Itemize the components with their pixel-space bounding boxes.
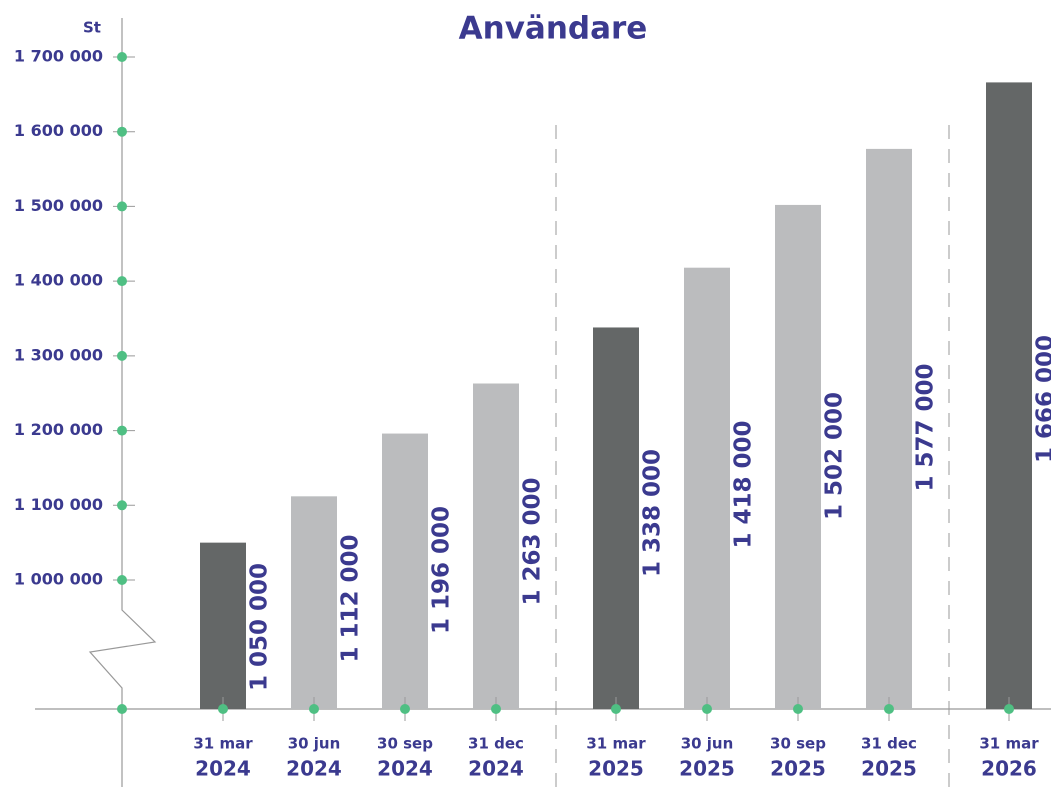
y-tick-label: 1 500 000 xyxy=(14,196,103,215)
x-dot xyxy=(491,704,501,714)
x-tick-label: 31 dec xyxy=(861,735,917,753)
axis-dot xyxy=(117,704,127,714)
x-dot xyxy=(611,704,621,714)
y-tick-label: 1 200 000 xyxy=(14,420,103,439)
y-tick-dot xyxy=(117,500,127,511)
bar xyxy=(684,267,730,709)
x-tick-label: 2024 xyxy=(377,757,433,781)
bar xyxy=(200,542,246,709)
value-label: 1 577 000 xyxy=(913,363,939,491)
x-tick-label: 2025 xyxy=(679,757,735,781)
bar xyxy=(866,148,912,710)
value-label: 1 050 000 xyxy=(247,563,273,691)
y-tick-label: 1 300 000 xyxy=(14,345,103,364)
x-tick-label: 30 jun xyxy=(288,735,341,753)
x-dot xyxy=(793,704,803,714)
y-tick-dot xyxy=(117,52,127,62)
x-dot xyxy=(884,704,894,714)
bar xyxy=(593,327,639,709)
x-tick-label: 2024 xyxy=(286,757,342,781)
x-tick-label: 2025 xyxy=(770,757,826,781)
x-tick-label: 31 dec xyxy=(468,735,524,753)
y-tick-dot xyxy=(117,126,127,137)
value-label: 1 112 000 xyxy=(338,534,364,662)
y-tick-label: 1 700 000 xyxy=(14,47,103,66)
x-dot xyxy=(218,704,228,714)
y-tick-label: 1 000 000 xyxy=(14,570,103,589)
y-tick-label: 1 100 000 xyxy=(14,495,103,514)
x-tick-label: 30 jun xyxy=(681,735,734,753)
x-dot xyxy=(400,704,410,714)
x-dot xyxy=(702,704,712,714)
value-label: 1 196 000 xyxy=(429,506,455,634)
bar xyxy=(291,496,337,709)
x-tick-label: 30 sep xyxy=(377,735,433,753)
x-tick-label: 2024 xyxy=(468,757,524,781)
chart-title: Användare xyxy=(459,11,648,47)
x-tick-label: 2025 xyxy=(861,757,917,781)
x-tick-label: 2025 xyxy=(588,757,644,781)
y-tick-dot xyxy=(117,276,127,287)
x-tick-label: 2024 xyxy=(195,757,251,781)
x-dot xyxy=(309,704,319,714)
y-unit: St xyxy=(83,19,101,37)
x-tick-label: 31 mar xyxy=(586,735,646,753)
value-label: 1 502 000 xyxy=(822,392,848,520)
value-label: 1 418 000 xyxy=(731,420,757,548)
y-tick-dot xyxy=(117,575,127,585)
bar xyxy=(382,433,428,709)
y-tick-dot xyxy=(117,350,127,361)
bar xyxy=(473,383,519,709)
x-tick-label: 2026 xyxy=(981,757,1037,781)
value-label: 1 263 000 xyxy=(520,477,546,605)
value-label: 1 666 000 xyxy=(1033,335,1051,463)
x-tick-label: 31 mar xyxy=(979,735,1039,753)
y-tick-dot xyxy=(117,425,127,436)
x-tick-label: 30 sep xyxy=(770,735,826,753)
x-dot xyxy=(1004,704,1014,714)
y-tick-label: 1 400 000 xyxy=(14,271,103,290)
bar xyxy=(775,204,821,710)
x-tick-label: 31 mar xyxy=(193,735,253,753)
y-tick-label: 1 600 000 xyxy=(14,121,103,140)
value-label: 1 338 000 xyxy=(640,449,666,577)
y-tick-dot xyxy=(117,201,127,212)
bar xyxy=(986,82,1032,710)
